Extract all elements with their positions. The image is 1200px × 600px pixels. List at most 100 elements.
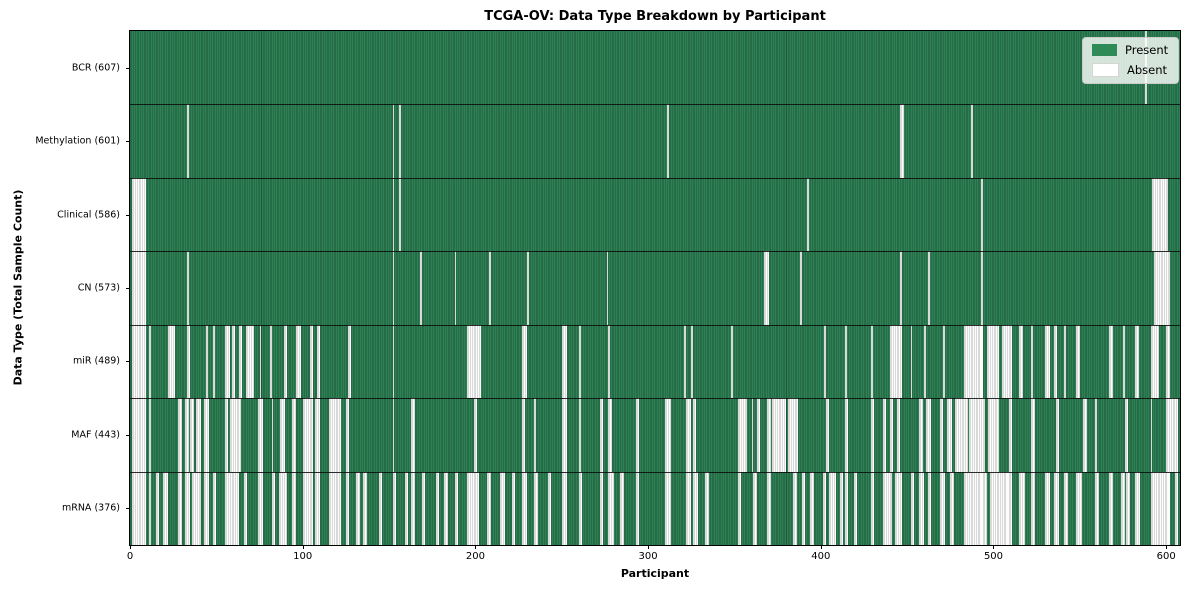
absent-stripe — [454, 251, 457, 325]
absent-stripe — [392, 177, 395, 252]
xtick-label-300: 300 — [638, 551, 658, 562]
absent-stripe — [316, 324, 320, 399]
absent-stripe — [981, 177, 984, 252]
absent-stripe — [737, 471, 742, 545]
absent-stripe — [606, 251, 609, 325]
absent-stripe — [964, 471, 987, 545]
absent-stripe — [392, 324, 395, 399]
absent-stripe — [608, 471, 614, 545]
absent-stripe — [599, 398, 604, 472]
absent-stripe — [844, 471, 849, 545]
absent-stripe — [772, 398, 787, 472]
absent-stripe — [870, 398, 875, 472]
legend-absent-label: Absent — [1127, 63, 1168, 77]
ytick-label-miR: miR (489) — [72, 355, 120, 367]
absent-stripe — [392, 251, 395, 325]
absent-stripe — [579, 324, 581, 399]
absent-stripe — [185, 471, 191, 545]
absent-stripe — [767, 398, 771, 472]
absent-stripe — [204, 471, 210, 545]
absent-stripe — [420, 251, 422, 325]
absent-stripe — [309, 324, 314, 399]
absent-stripe — [1154, 251, 1170, 325]
absent-stripe — [314, 398, 320, 472]
absent-stripe — [411, 471, 415, 545]
absent-stripe — [950, 471, 954, 545]
absent-stripe — [257, 471, 263, 545]
absent-stripe — [889, 324, 902, 399]
absent-stripe — [1055, 398, 1060, 472]
absent-stripe — [454, 471, 459, 545]
absent-stripe — [499, 471, 505, 545]
absent-stripe — [1124, 398, 1129, 472]
absent-stripe — [691, 324, 693, 399]
absent-stripe — [1126, 471, 1130, 545]
absent-stripe — [527, 251, 529, 325]
absent-stripe — [924, 324, 927, 399]
absent-stripe — [561, 398, 567, 472]
row-Methylation — [130, 104, 1180, 178]
absent-stripe — [705, 471, 709, 545]
absent-stripe — [302, 471, 314, 545]
absent-stripe — [511, 471, 516, 545]
absent-stripe — [964, 324, 984, 399]
absent-stripe — [186, 324, 191, 399]
absent-stripe — [1083, 398, 1087, 472]
absent-stripe — [314, 471, 320, 545]
absent-stripe — [295, 324, 301, 399]
absent-stripe — [1002, 324, 1013, 399]
absent-stripe — [608, 398, 612, 472]
absent-stripe — [131, 177, 146, 252]
absent-stripe — [870, 324, 873, 399]
xtick-label-0: 0 — [126, 551, 134, 562]
absent-stripe — [186, 104, 189, 178]
absent-stripe — [162, 471, 168, 545]
absent-stripe — [919, 471, 925, 545]
absent-stripe — [1076, 324, 1080, 399]
legend-present-label: Present — [1125, 43, 1169, 57]
absent-stripe — [1123, 324, 1125, 399]
absent-stripe — [787, 398, 799, 472]
absent-stripe — [243, 471, 248, 545]
absent-stripe — [1076, 471, 1082, 545]
row-separator — [130, 324, 1180, 326]
absent-stripe — [1031, 471, 1035, 545]
absent-stripe — [839, 471, 844, 545]
absent-stripe — [620, 471, 624, 545]
absent-stripe — [547, 471, 552, 545]
absent-stripe — [224, 324, 231, 399]
xtick-label-400: 400 — [811, 551, 831, 562]
absent-stripe — [278, 471, 288, 545]
absent-stripe — [230, 398, 241, 472]
xtick-label-600: 600 — [1156, 551, 1176, 562]
absent-stripe — [801, 471, 806, 545]
row-separator — [130, 177, 1180, 179]
absent-stripe — [148, 471, 151, 545]
absent-stripe — [392, 104, 395, 178]
absent-stripe — [910, 324, 913, 399]
absent-stripe — [522, 324, 528, 399]
absent-stripe — [667, 104, 669, 178]
absent-stripe — [345, 398, 350, 472]
absent-stripe — [1064, 471, 1068, 545]
ytick-label-BCR: BCR (607) — [71, 62, 120, 74]
absent-stripe — [969, 398, 985, 472]
absent-stripe — [257, 398, 263, 472]
xtick-mark — [302, 545, 304, 549]
chart-title: TCGA-OV: Data Type Breakdown by Particip… — [484, 9, 826, 24]
absent-stripe — [665, 398, 671, 472]
absent-stripe — [435, 471, 440, 545]
absent-stripe — [988, 398, 999, 472]
ytick-label-Clinical: Clinical (586) — [57, 209, 120, 221]
legend-item-present: Present — [1092, 44, 1168, 56]
row-MAF — [130, 398, 1180, 472]
absent-stripe — [347, 324, 352, 399]
absent-stripe — [946, 398, 953, 472]
ytick-mark — [126, 214, 130, 216]
absent-stripe — [1053, 324, 1058, 399]
ytick-mark — [126, 361, 130, 363]
ytick-label-CN: CN (573) — [77, 282, 120, 294]
row-separator — [130, 471, 1180, 473]
absent-stripe — [844, 324, 847, 399]
